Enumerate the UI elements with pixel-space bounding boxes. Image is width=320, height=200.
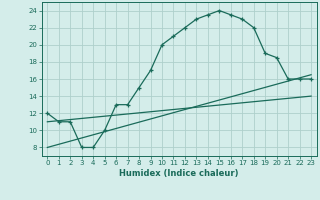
X-axis label: Humidex (Indice chaleur): Humidex (Indice chaleur) (119, 169, 239, 178)
